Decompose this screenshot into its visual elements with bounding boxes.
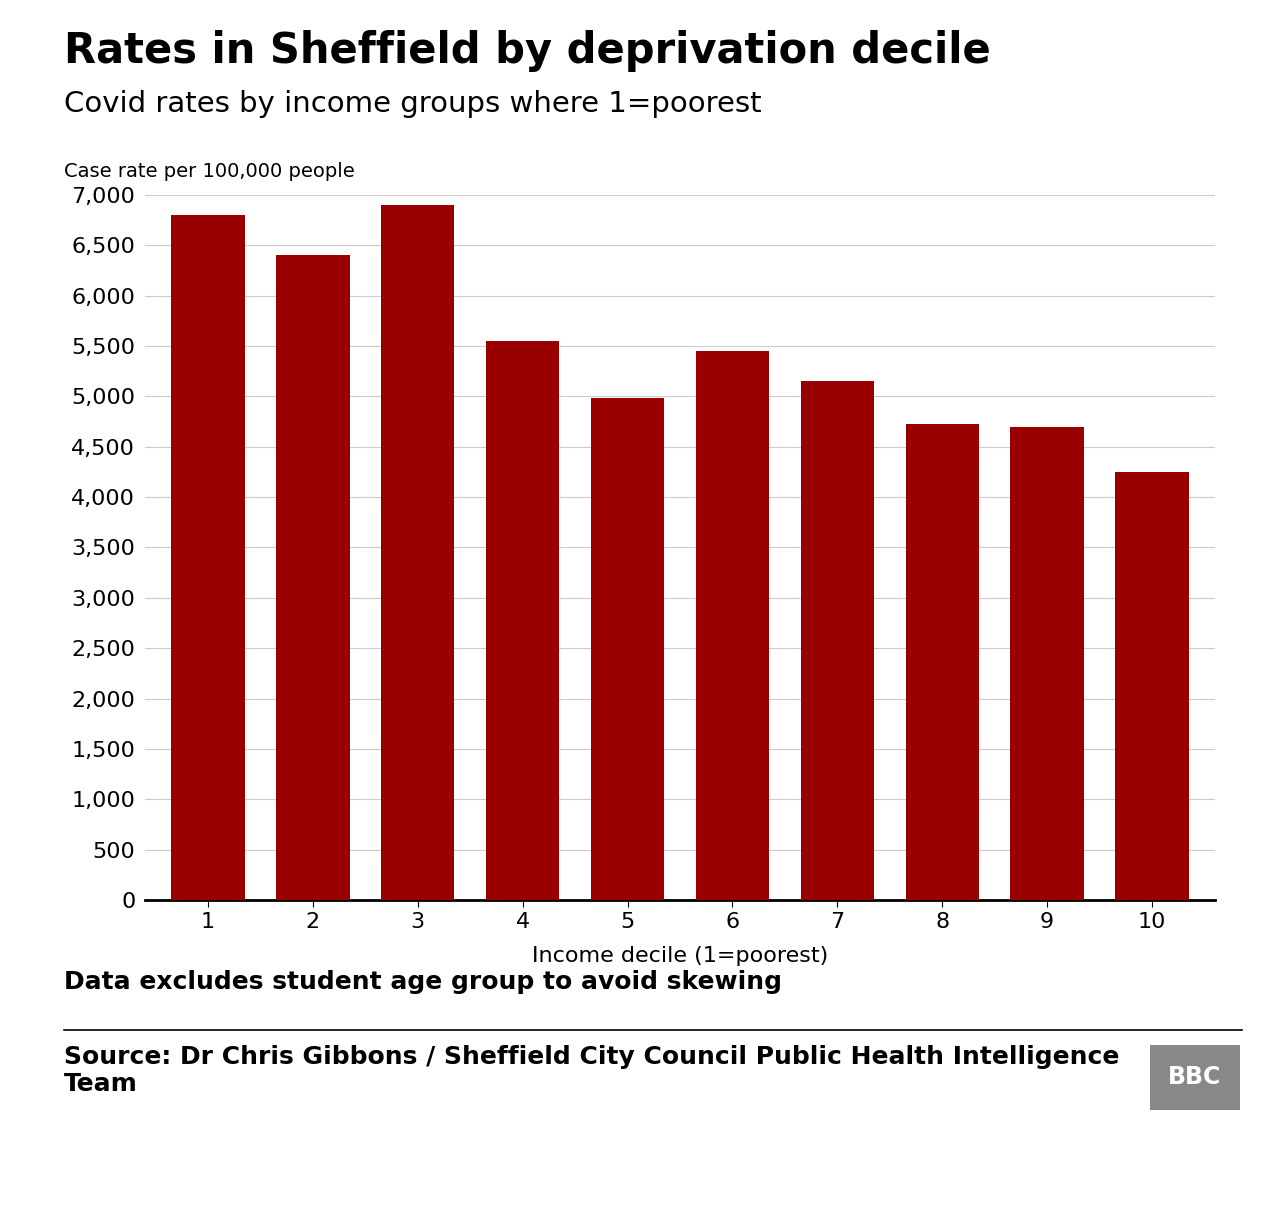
Bar	[381, 206, 454, 900]
X-axis label: Income decile (1=poorest): Income decile (1=poorest)	[532, 946, 828, 966]
Bar	[486, 340, 559, 900]
Text: Source: Dr Chris Gibbons / Sheffield City Council Public Health Intelligence
Tea: Source: Dr Chris Gibbons / Sheffield Cit…	[64, 1045, 1120, 1097]
Bar	[1115, 472, 1189, 900]
Bar	[276, 255, 349, 900]
Bar	[172, 215, 244, 900]
Bar	[905, 423, 979, 900]
Bar	[800, 382, 874, 900]
Bar	[1010, 427, 1084, 900]
Text: Case rate per 100,000 people: Case rate per 100,000 people	[64, 162, 355, 181]
Bar	[591, 399, 664, 900]
Text: Data excludes student age group to avoid skewing: Data excludes student age group to avoid…	[64, 970, 782, 995]
Text: Covid rates by income groups where 1=poorest: Covid rates by income groups where 1=poo…	[64, 90, 762, 118]
Bar	[696, 351, 769, 900]
Text: Rates in Sheffield by deprivation decile: Rates in Sheffield by deprivation decile	[64, 30, 991, 73]
Text: BBC: BBC	[1169, 1065, 1221, 1090]
